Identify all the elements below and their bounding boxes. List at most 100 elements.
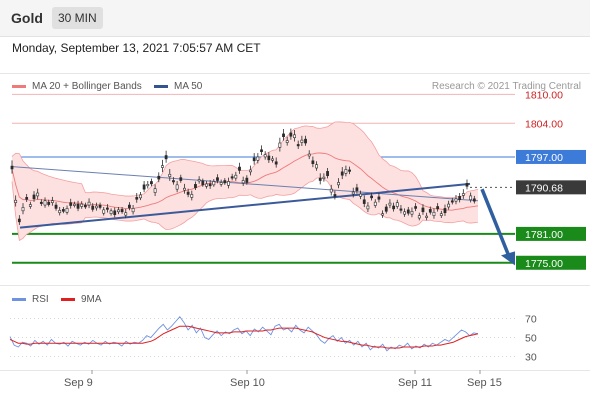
candle-body [304,138,307,144]
instrument-symbol: Gold [11,10,43,26]
candle-body [83,204,87,208]
candle-body [14,199,18,203]
candle-body [351,191,355,195]
candle-body [432,211,436,216]
candle-body [274,161,278,165]
candle-body [139,194,142,199]
candle-body [230,176,234,179]
candle-body [161,165,164,168]
candle-body [271,158,274,161]
candle-body [87,201,91,206]
legend-swatch-rsi [12,298,26,301]
candle-body [318,177,322,181]
candle-body [425,215,429,218]
candle-body [355,187,359,191]
price-tag-1797.00 [516,149,586,164]
candle-body [128,204,131,209]
candle-body [241,180,245,184]
candle-body [388,202,392,206]
rsi-ma9-line [9,325,479,349]
candle-body [406,209,410,214]
legend-ma9-label: 9MA [81,294,102,305]
legend-swatch-ma50 [154,85,168,88]
candle-body [234,174,238,179]
candle-body [150,181,153,185]
candle-body [142,184,146,190]
candle-body [285,140,289,143]
candle-body [39,201,43,204]
candle-body [72,203,76,206]
candle-body [197,179,201,182]
candle-body [95,205,98,209]
candle-body [54,204,58,209]
candle-body [183,187,186,191]
candle-body [461,193,465,196]
candle-body [469,195,473,201]
price-tag-1790.68 [516,180,586,195]
candle-body [263,154,267,158]
candle-body [296,144,300,147]
candle-body [447,203,451,208]
rsi-line [9,316,479,352]
candle-body [366,205,370,210]
top-bar: Gold 30 MIN [0,0,590,37]
candle-body [311,160,315,164]
candle-body [175,184,179,190]
candle-body [307,153,311,157]
candle-body [245,177,249,183]
research-credit: Research © 2021 Trading Central [431,81,581,92]
candle-body [340,171,344,176]
candle-body [395,202,399,207]
projection-arrow-head [501,251,515,266]
timeframe-button[interactable]: 30 MIN [52,7,103,29]
candle-body [164,155,168,160]
price-label-1810.00: 1810.00 [525,89,563,101]
ma50-line [11,166,479,202]
candle-body [36,192,40,197]
candle-body [249,169,252,173]
legend-bollinger: MA 20 + Bollinger Bands [12,81,142,92]
candle-body [113,210,117,215]
candle-body [208,183,212,187]
legend-ma9: 9MA [61,294,102,305]
x-label-sep11: Sep 11 [398,377,433,389]
candle-body [472,198,476,202]
candle-body [252,157,256,162]
candle-body [172,180,175,183]
candle-body [333,194,337,197]
x-label-sep15: Sep 15 [467,377,502,389]
legend-swatch-bollinger [12,85,26,88]
candle-body [450,200,454,203]
candle-body [392,205,395,210]
candle-body [76,203,80,209]
legend-bollinger-label: MA 20 + Bollinger Bands [32,81,142,92]
price-label-1775.00: 1775.00 [525,258,563,270]
candle-body [106,207,109,210]
candle-body [28,204,32,207]
candle-body [168,173,172,177]
legend-rsi: RSI [12,294,49,305]
candle-body [293,134,296,139]
candle-body [219,182,223,185]
candle-body [373,201,377,206]
candle-body [256,156,260,161]
legend-ma50-label: MA 50 [174,81,203,92]
legend-swatch-ma9 [61,298,75,301]
candle-body [32,194,36,200]
candle-body [135,197,139,200]
candle-body [58,210,62,214]
rising-trendline [19,182,471,229]
price-label-1790.68: 1790.68 [525,182,563,194]
candle-body [205,183,208,187]
candle-body [80,203,84,207]
candle-body [465,183,469,187]
candle-body [153,188,157,193]
candle-body [212,181,216,186]
candle-body [421,207,425,213]
projection-arrow-shaft [480,188,511,258]
bollinger-upper-line [11,121,479,199]
price-label-1781.00: 1781.00 [525,229,563,241]
candle-body [260,149,263,152]
candle-body [344,169,348,174]
